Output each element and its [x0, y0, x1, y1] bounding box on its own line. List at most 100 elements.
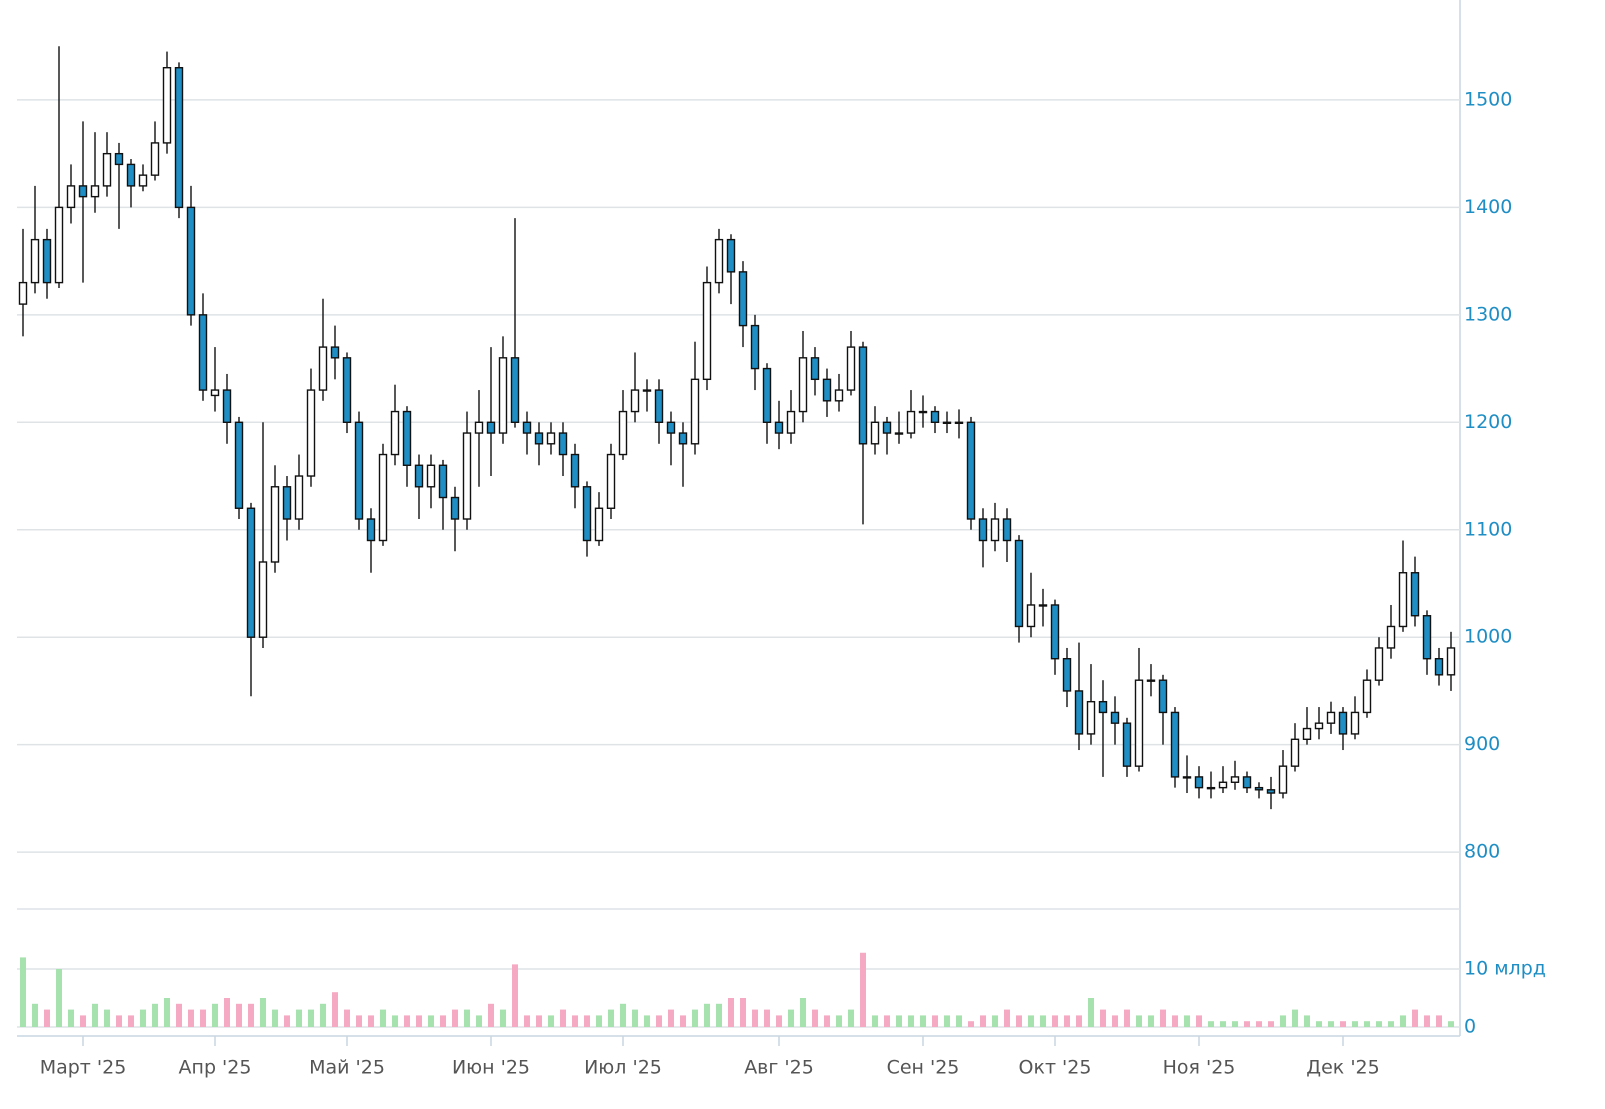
- volume-bar: [1004, 1009, 1010, 1027]
- x-tick-label: Апр '25: [179, 1057, 252, 1079]
- candle-body: [1254, 786, 1264, 791]
- candle-body: [954, 421, 964, 425]
- y-tick-label: 800: [1464, 841, 1500, 863]
- volume-bar: [908, 1015, 914, 1027]
- volume-bar: [344, 1009, 350, 1027]
- candle-body: [894, 432, 904, 435]
- x-tick-label: Сен '25: [887, 1057, 960, 1079]
- volume-bar: [860, 952, 866, 1027]
- volume-bar: [584, 1015, 590, 1027]
- volume-bar: [824, 1015, 830, 1027]
- volume-bar: [236, 1003, 242, 1027]
- volume-bar: [884, 1015, 890, 1027]
- x-tick-label: Авг '25: [744, 1057, 814, 1079]
- x-tick-label: Июл '25: [584, 1057, 662, 1079]
- volume-bar: [1016, 1015, 1022, 1027]
- candle-body: [1026, 604, 1036, 628]
- candle-body: [1410, 572, 1420, 617]
- volume-bar: [212, 1003, 218, 1027]
- volume-bar: [836, 1015, 842, 1027]
- candle-body: [378, 453, 388, 542]
- volume-bar: [68, 1009, 74, 1027]
- candle-body: [1146, 679, 1156, 682]
- volume-bar: [452, 1009, 458, 1027]
- volume-bar: [872, 1015, 878, 1027]
- candle-body: [1194, 776, 1204, 789]
- volume-bar: [1448, 1021, 1454, 1027]
- candle-body: [1338, 711, 1348, 735]
- volume-bar: [980, 1015, 986, 1027]
- volume-bar: [368, 1015, 374, 1027]
- volume-bar: [176, 1003, 182, 1027]
- candle-body: [1038, 604, 1048, 607]
- candle-body: [162, 66, 172, 144]
- volume-bar: [80, 1015, 86, 1027]
- volume-bar: [1352, 1021, 1358, 1027]
- volume-bar: [764, 1009, 770, 1027]
- candle-body: [510, 357, 520, 424]
- volume-bar: [164, 998, 170, 1027]
- candle-body: [738, 271, 748, 327]
- candle-body: [1170, 711, 1180, 778]
- volume-bar: [692, 1009, 698, 1027]
- candle-body: [606, 453, 616, 509]
- volume-bar: [1136, 1015, 1142, 1027]
- candle-body: [474, 421, 484, 434]
- candle-body: [114, 152, 124, 166]
- volume-bar: [560, 1009, 566, 1027]
- volume-bar: [536, 1015, 542, 1027]
- candle-body: [1050, 604, 1060, 660]
- x-tick-label: Июн '25: [452, 1057, 530, 1079]
- candle-body: [942, 421, 952, 425]
- volume-bar: [128, 1015, 134, 1027]
- volume-bar: [296, 1009, 302, 1027]
- candle-body: [1350, 711, 1360, 735]
- candle-body: [342, 357, 352, 424]
- candle-body: [1446, 647, 1456, 676]
- volume-bar: [680, 1015, 686, 1027]
- candle-body: [1290, 738, 1300, 767]
- candle-body: [54, 206, 64, 284]
- candle-body: [1074, 690, 1084, 735]
- volume-bar: [1124, 1009, 1130, 1027]
- volume-bar: [704, 1003, 710, 1027]
- volume-bar: [1376, 1021, 1382, 1027]
- candle-body: [654, 389, 664, 424]
- candle-body: [1086, 700, 1096, 735]
- volume-bar: [1388, 1021, 1394, 1027]
- volume-bar: [1028, 1015, 1034, 1027]
- volume-bar: [1256, 1021, 1262, 1027]
- volume-bar: [1304, 1015, 1310, 1027]
- candle-body: [258, 561, 268, 638]
- volume-bar: [1244, 1021, 1250, 1027]
- volume-bar: [1064, 1015, 1070, 1027]
- volume-bar: [380, 1009, 386, 1027]
- volume-bar: [1040, 1015, 1046, 1027]
- y-tick-label: 1300: [1464, 303, 1512, 325]
- volume-bar: [1364, 1021, 1370, 1027]
- candle-body: [282, 486, 292, 520]
- candle-body: [966, 421, 976, 520]
- candle-body: [426, 464, 436, 488]
- volume-bar: [1100, 1009, 1106, 1027]
- volume-bar: [356, 1015, 362, 1027]
- volume-bar: [1268, 1021, 1274, 1027]
- candle-body: [690, 378, 700, 445]
- volume-bar: [188, 1009, 194, 1027]
- volume-bar: [608, 1009, 614, 1027]
- candle-body: [246, 507, 256, 638]
- volume-bar: [1196, 1015, 1202, 1027]
- candle-body: [438, 464, 448, 499]
- candle-body: [1314, 722, 1324, 730]
- candle-body: [66, 185, 76, 209]
- candle-body: [1374, 647, 1384, 681]
- candle-body: [1326, 711, 1336, 724]
- volume-bar: [464, 1009, 470, 1027]
- volume-bar: [512, 964, 518, 1027]
- volume-bar: [1112, 1015, 1118, 1027]
- volume-bar: [1148, 1015, 1154, 1027]
- volume-bar: [1436, 1015, 1442, 1027]
- volume-bar: [332, 992, 338, 1027]
- volume-bar: [308, 1009, 314, 1027]
